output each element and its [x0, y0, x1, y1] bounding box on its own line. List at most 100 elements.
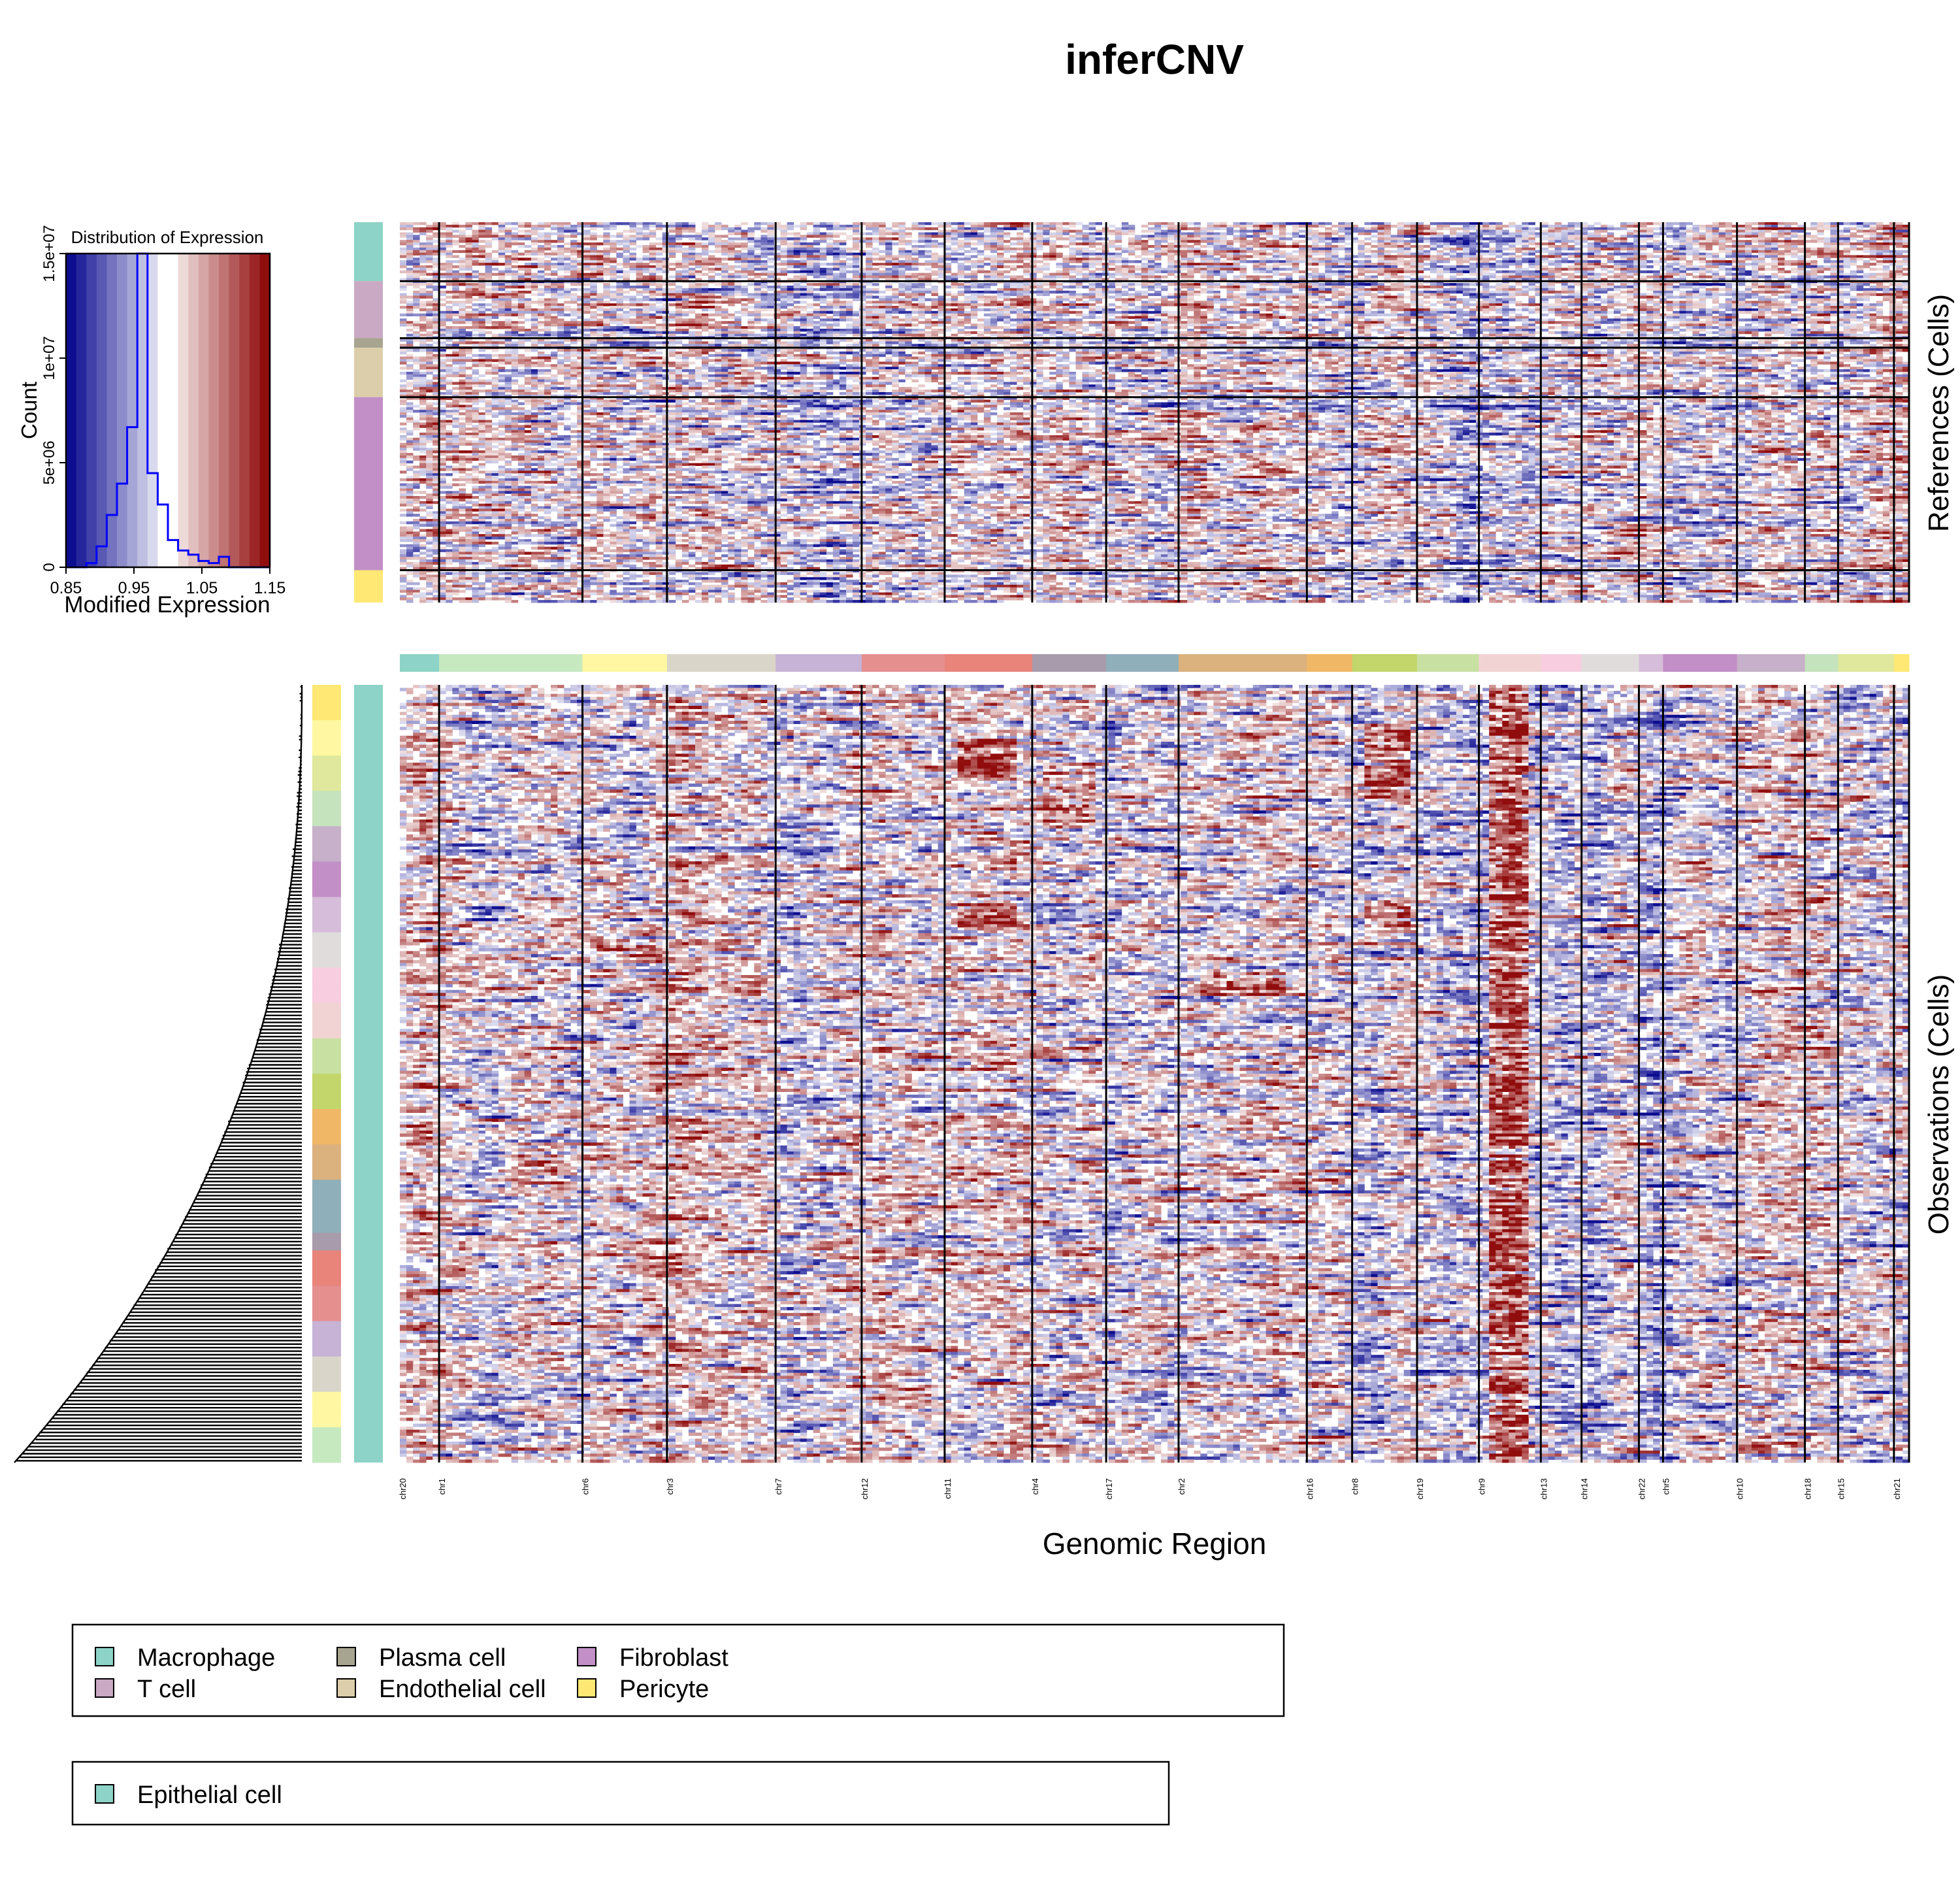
heatmap-cell: [1797, 237, 1805, 240]
heatmap-cell: [1601, 225, 1608, 227]
heatmap-cell: [1069, 235, 1076, 237]
heatmap-cell: [1292, 235, 1299, 237]
color-key-swatch: [76, 254, 87, 567]
heatmap-cell: [1797, 230, 1805, 233]
heatmap-cell: [1568, 235, 1575, 237]
heatmap-cell: [977, 237, 985, 240]
heatmap-cell: [538, 227, 545, 230]
heatmap-cell: [459, 230, 466, 233]
heatmap-cell: [1109, 242, 1116, 245]
heatmap-cell: [1495, 222, 1503, 225]
heatmap-cell: [1115, 237, 1122, 240]
heatmap-cell: [846, 237, 853, 240]
heatmap-cell: [472, 237, 480, 240]
heatmap-cell: [787, 242, 794, 245]
heatmap-cell: [800, 225, 808, 227]
heatmap-cell: [958, 225, 965, 227]
heatmap-cell: [820, 225, 827, 227]
heatmap-cell: [721, 235, 728, 237]
heatmap-cell: [557, 233, 564, 235]
heatmap-cell: [1437, 240, 1444, 242]
heatmap-cell: [741, 235, 748, 237]
heatmap-cell: [669, 230, 676, 233]
heatmap-cell: [1036, 225, 1043, 227]
heatmap-cell: [1883, 240, 1890, 242]
heatmap-cell: [1266, 242, 1273, 245]
heatmap-cell: [1049, 235, 1056, 237]
heatmap-cell: [1883, 227, 1890, 230]
heatmap-cell: [997, 235, 1004, 237]
heatmap-cell: [1286, 237, 1293, 240]
heatmap-cell: [1030, 242, 1037, 245]
heatmap-cell: [997, 227, 1004, 230]
heatmap-cell: [1109, 230, 1116, 233]
heatmap-cell: [754, 237, 761, 240]
heatmap-cell: [400, 227, 407, 230]
heatmap-cell: [708, 233, 715, 235]
heatmap-cell: [1207, 230, 1214, 233]
heatmap-cell: [1588, 225, 1595, 227]
heatmap-cell: [695, 237, 702, 240]
heatmap-cell: [1706, 227, 1713, 230]
heatmap-cell: [1509, 235, 1516, 237]
heatmap-cell: [1876, 237, 1884, 240]
heatmap-cell: [1030, 240, 1037, 242]
heatmap-cell: [1161, 222, 1168, 225]
heatmap-cell: [1594, 235, 1601, 237]
heatmap-cell: [1588, 233, 1595, 235]
heatmap-cell: [1739, 230, 1746, 233]
heatmap-cell: [1469, 240, 1477, 242]
heatmap-cell: [1758, 237, 1765, 240]
heatmap-cell: [603, 235, 610, 237]
heatmap-cell: [1607, 242, 1614, 245]
heatmap-cell: [990, 222, 998, 225]
heatmap-cell: [1450, 230, 1457, 233]
heatmap-cell: [990, 237, 998, 240]
heatmap-cell: [826, 237, 834, 240]
heatmap-cell: [1161, 237, 1168, 240]
heatmap-cell: [485, 235, 493, 237]
reference-group-swatch: [354, 281, 383, 338]
heatmap-cell: [505, 230, 512, 233]
heatmap-cell: [1502, 242, 1509, 245]
heatmap-cell: [1831, 233, 1838, 235]
histogram-x-tick-label: 1.05: [186, 579, 218, 597]
heatmap-cell: [853, 230, 860, 233]
heatmap-cell: [1397, 237, 1405, 240]
heatmap-cell: [479, 227, 486, 230]
heatmap-cell: [695, 233, 702, 235]
heatmap-cell: [866, 227, 873, 230]
heatmap-cell: [1555, 227, 1562, 230]
heatmap-cell: [1752, 230, 1759, 233]
histogram-y-tick-label: 0: [41, 563, 58, 571]
histogram-xlabel: Modified Expression: [64, 592, 270, 618]
heatmap-cell: [971, 242, 978, 245]
heatmap-cell: [760, 230, 768, 233]
heatmap-cell: [1266, 235, 1273, 237]
heatmap-cell: [1529, 237, 1536, 240]
heatmap-cell: [630, 237, 637, 240]
heatmap-cell: [1686, 230, 1693, 233]
heatmap-cell: [682, 230, 689, 233]
heatmap-cell: [426, 225, 433, 227]
heatmap-cell: [932, 227, 939, 230]
heatmap-cell: [446, 225, 453, 227]
heatmap-cell: [767, 222, 774, 225]
heatmap-cell: [1312, 233, 1319, 235]
heatmap-cell: [1693, 227, 1700, 230]
heatmap-cell: [1725, 235, 1733, 237]
heatmap-cell: [741, 222, 748, 225]
heatmap-cell: [1168, 237, 1175, 240]
heatmap-cell: [813, 225, 821, 227]
heatmap-cell: [990, 240, 998, 242]
heatmap-cell: [1443, 237, 1450, 240]
heatmap-cell: [1004, 240, 1011, 242]
heatmap-cell: [794, 233, 801, 235]
heatmap-cell: [1548, 230, 1556, 233]
heatmap-cell: [1627, 235, 1634, 237]
heatmap-cell: [1325, 230, 1332, 233]
heatmap-cell: [1371, 222, 1378, 225]
heatmap-cell: [1680, 227, 1687, 230]
heatmap-cell: [682, 225, 689, 227]
heatmap-cell: [905, 242, 912, 245]
